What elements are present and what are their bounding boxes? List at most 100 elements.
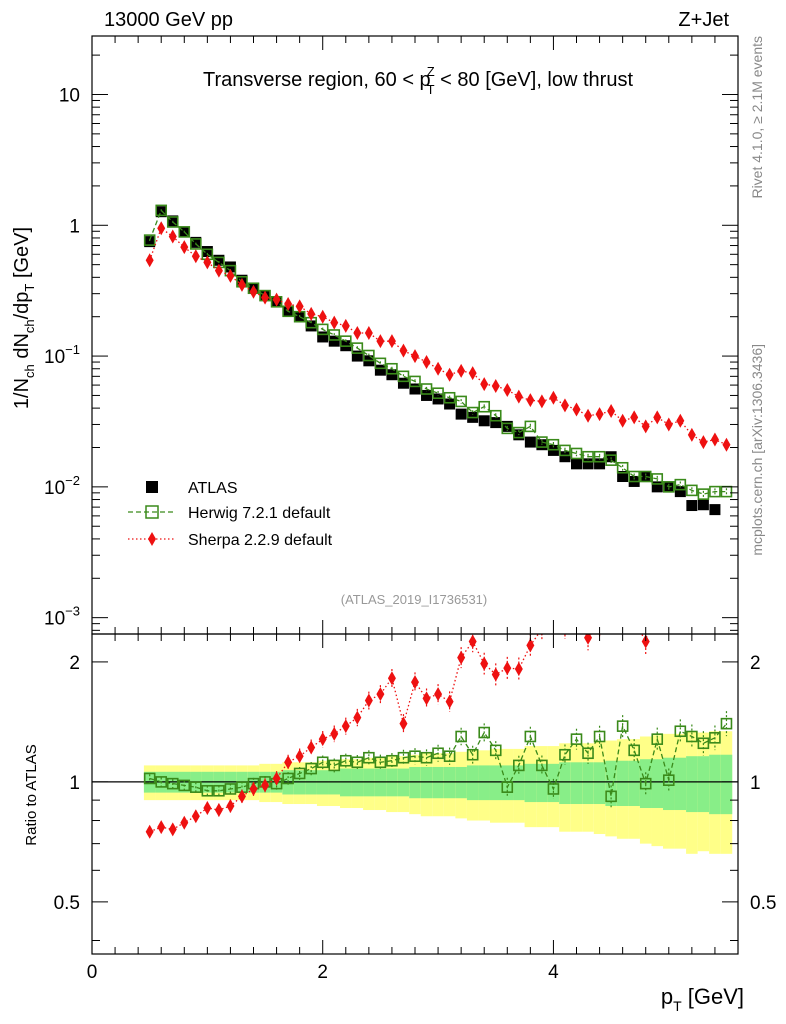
sherpa-point bbox=[722, 437, 731, 452]
herwig-point bbox=[409, 375, 421, 388]
process-label: Z+Jet bbox=[678, 9, 729, 31]
main-series-layer bbox=[143, 204, 733, 516]
herwig-ratio-point bbox=[547, 783, 560, 795]
sherpa-ratio-point bbox=[526, 638, 535, 653]
sherpa-ratio-point bbox=[711, 563, 719, 577]
herwig-ratio-point bbox=[224, 783, 237, 795]
atlas-point bbox=[524, 436, 536, 448]
herwig-point bbox=[420, 383, 433, 395]
legend-herwig-label: Herwig 7.2.1 default bbox=[188, 505, 331, 522]
herwig-point bbox=[166, 216, 179, 228]
atlas-point bbox=[594, 458, 606, 470]
herwig-ratio-point bbox=[662, 774, 675, 786]
sherpa-point bbox=[353, 326, 362, 341]
mcplots-label: mcplots.cern.ch [arXiv:1306.3436] bbox=[749, 344, 765, 556]
sherpa-ratio-point bbox=[411, 675, 419, 690]
sherpa-point bbox=[411, 349, 419, 364]
herwig-ratio-point bbox=[501, 781, 514, 793]
band-inner bbox=[651, 759, 664, 809]
band-inner bbox=[570, 762, 583, 805]
sherpa-point bbox=[376, 334, 385, 349]
sherpa-ratio-point bbox=[641, 634, 650, 649]
herwig-ratio-point bbox=[639, 777, 652, 790]
atlas-point bbox=[571, 458, 582, 470]
band-inner bbox=[443, 766, 456, 799]
herwig-ratio-point bbox=[420, 751, 433, 764]
xtick-label: 4 bbox=[548, 962, 559, 983]
atlas-point bbox=[582, 458, 594, 470]
herwig-ratio-point bbox=[386, 754, 398, 767]
atlas-point bbox=[144, 236, 156, 248]
herwig-ratio-point bbox=[282, 772, 294, 785]
sherpa-ratio-point bbox=[341, 719, 350, 734]
herwig-point bbox=[143, 234, 156, 246]
ratio-ytick-label-right: 1 bbox=[750, 773, 761, 794]
sherpa-point bbox=[653, 410, 662, 425]
sherpa-ratio-point bbox=[653, 568, 661, 582]
band-inner bbox=[616, 760, 629, 807]
sherpa-ratio-point bbox=[237, 789, 246, 804]
herwig-ratio-point bbox=[178, 779, 191, 792]
herwig-ratio-point bbox=[524, 730, 537, 743]
herwig-point bbox=[582, 450, 594, 463]
rivet-label: Rivet 4.1.0, ≥ 2.1M events bbox=[749, 36, 765, 199]
sherpa-ratio-point bbox=[630, 613, 638, 627]
herwig-point bbox=[536, 436, 548, 448]
herwig-point bbox=[616, 461, 629, 474]
herwig-point bbox=[316, 323, 329, 336]
sherpa-ratio-point bbox=[676, 563, 684, 577]
sherpa-point bbox=[191, 249, 200, 264]
sherpa-point bbox=[284, 297, 293, 312]
herwig-point bbox=[513, 426, 525, 439]
herwig-line bbox=[149, 209, 727, 495]
band-inner bbox=[582, 762, 594, 805]
sherpa-ratio-point bbox=[422, 691, 431, 706]
sherpa-ratio-point bbox=[434, 687, 443, 702]
herwig-point bbox=[455, 395, 467, 408]
sherpa-ratio-point bbox=[514, 661, 523, 676]
sherpa-point bbox=[341, 318, 350, 333]
sherpa-point bbox=[503, 383, 512, 398]
band-inner bbox=[536, 763, 548, 803]
band-inner bbox=[455, 766, 467, 799]
sherpa-point bbox=[664, 417, 673, 432]
atlas-point bbox=[697, 499, 709, 511]
sherpa-ratio-point bbox=[318, 732, 327, 747]
axis-tick-labels: 10 1 10−1 10−2 10−3 2 2 1 1 0.5 0.5 0 2 4 bbox=[44, 85, 776, 983]
sherpa-point bbox=[145, 253, 154, 268]
sherpa-point bbox=[630, 410, 639, 425]
herwig-point bbox=[674, 478, 687, 491]
herwig-point bbox=[697, 488, 710, 500]
herwig-point bbox=[363, 349, 375, 362]
main-ytick-label: 10−1 bbox=[44, 342, 80, 368]
sherpa-point bbox=[364, 326, 373, 341]
sherpa-ratio-point bbox=[261, 778, 270, 793]
sherpa-point bbox=[618, 413, 627, 428]
atlas-point bbox=[444, 398, 456, 410]
ratio-ylabel: Ratio to ATLAS bbox=[23, 744, 40, 845]
sherpa-ratio-point bbox=[364, 693, 373, 708]
atlas-point bbox=[155, 206, 167, 218]
sherpa-point bbox=[168, 229, 177, 244]
sherpa-point bbox=[434, 361, 443, 376]
band-inner bbox=[686, 756, 698, 813]
analysis-watermark: (ATLAS_2019_I1736531) bbox=[341, 592, 487, 607]
herwig-point bbox=[351, 342, 364, 354]
herwig-ratio-point bbox=[455, 730, 467, 743]
sherpa-point bbox=[307, 306, 316, 321]
herwig-ratio-point bbox=[339, 754, 352, 767]
sherpa-point bbox=[584, 408, 593, 423]
band-inner bbox=[478, 765, 490, 801]
sherpa-point bbox=[295, 299, 304, 314]
herwig-ratio-point bbox=[397, 751, 410, 764]
sherpa-ratio-point bbox=[157, 820, 166, 835]
ratio-ytick-label: 0.5 bbox=[54, 893, 80, 914]
legend-sherpa-marker bbox=[148, 532, 156, 546]
sherpa-point bbox=[387, 334, 396, 349]
herwig-point bbox=[662, 481, 675, 493]
sherpa-ratio-point bbox=[376, 687, 385, 702]
sherpa-point bbox=[549, 390, 558, 405]
sherpa-point bbox=[641, 419, 650, 434]
band-inner bbox=[628, 760, 640, 807]
sherpa-point bbox=[710, 432, 719, 447]
